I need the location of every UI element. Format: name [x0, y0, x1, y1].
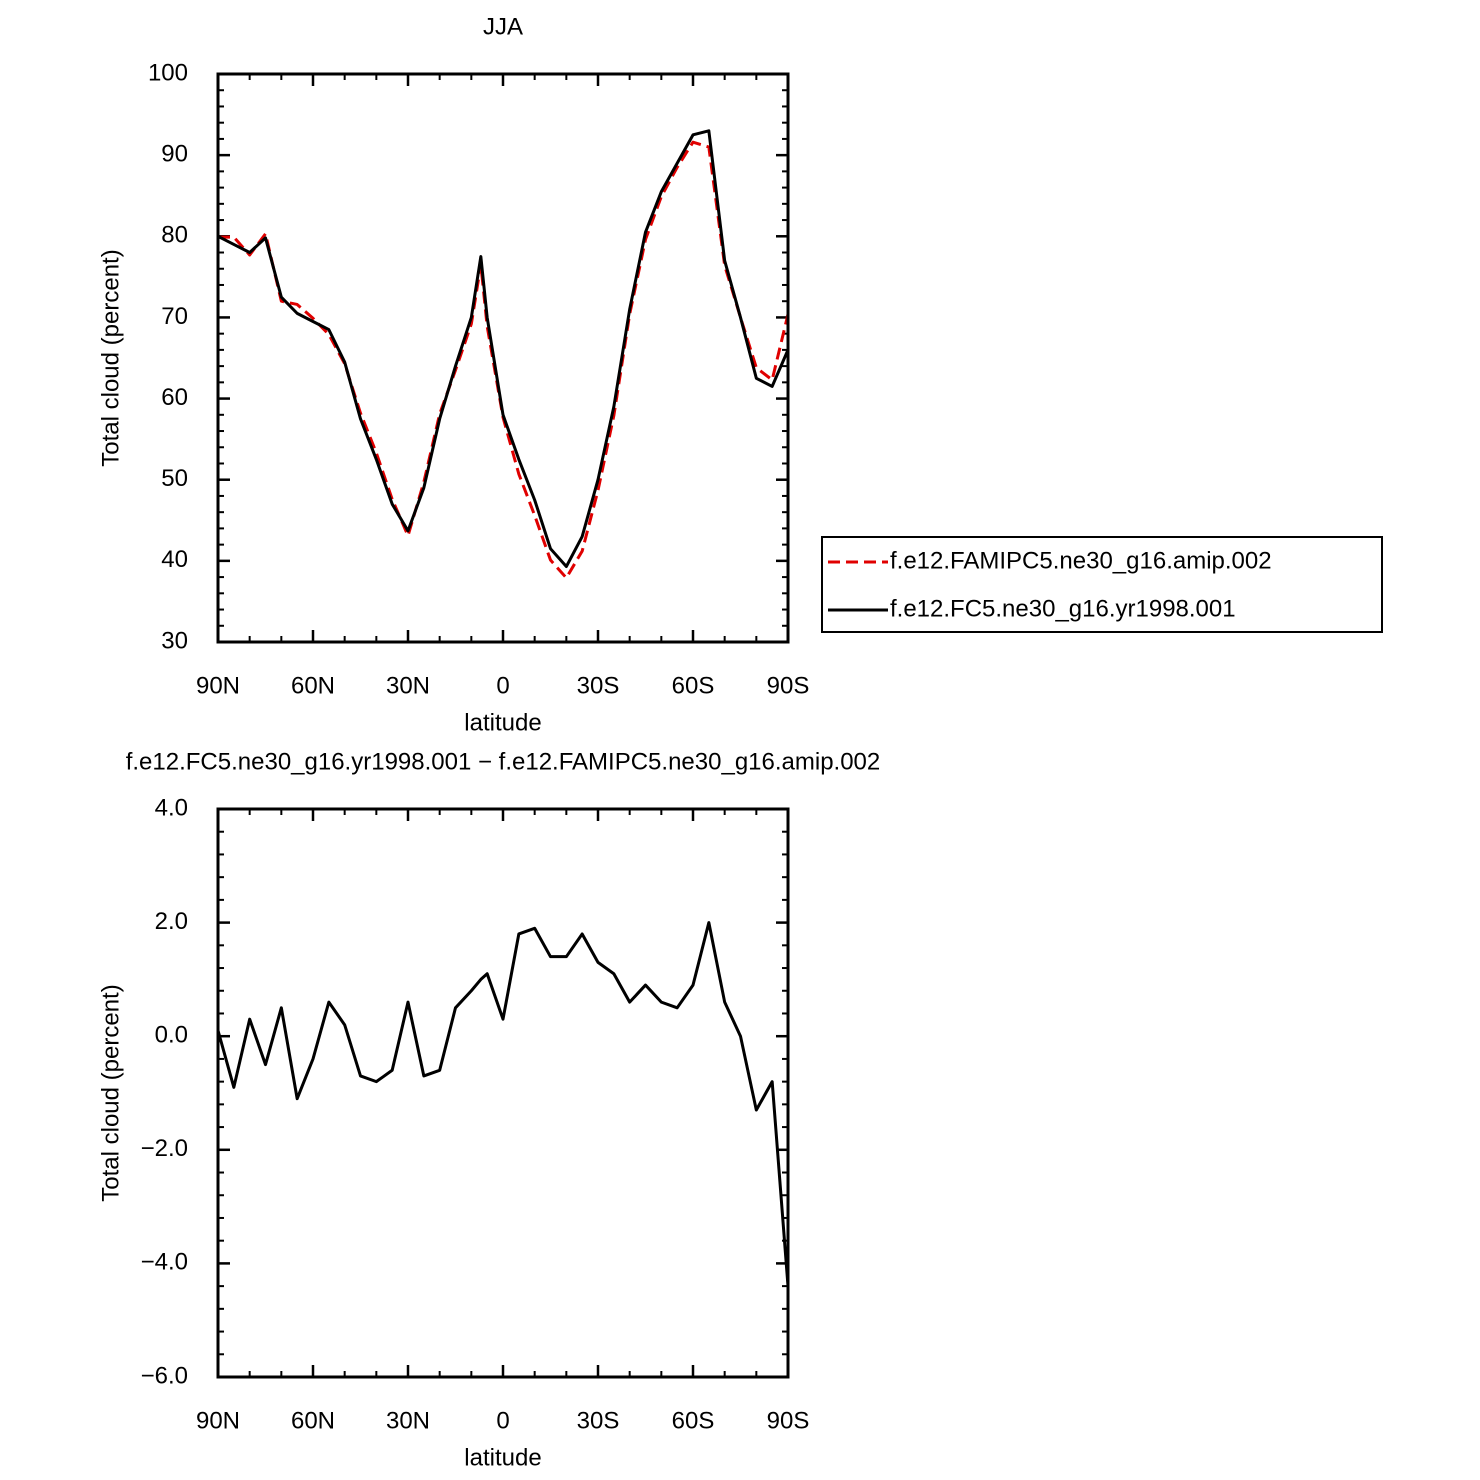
- y-tick-label: 4.0: [155, 794, 188, 821]
- x-tick-label: 90S: [767, 1407, 810, 1434]
- chart-title: JJA: [483, 13, 523, 40]
- y-axis-label: Total cloud (percent): [97, 984, 124, 1201]
- plot-frame: [216, 72, 790, 644]
- x-tick-label: 30S: [577, 1407, 620, 1434]
- y-tick-label: 40: [161, 546, 188, 573]
- x-tick-label: 30N: [386, 1407, 430, 1434]
- chart-title: f.e12.FC5.ne30_g16.yr1998.001 − f.e12.FA…: [126, 748, 881, 775]
- x-tick-label: 0: [496, 1407, 509, 1434]
- plot-frame: [216, 807, 790, 1379]
- x-tick-label: 0: [496, 672, 509, 699]
- y-tick-label: 30: [161, 627, 188, 654]
- x-tick-label: 90N: [196, 1407, 240, 1434]
- y-tick-label: 60: [161, 384, 188, 411]
- x-axis-label: latitude: [464, 1444, 541, 1471]
- x-tick-label: 60S: [672, 1407, 715, 1434]
- x-tick-label: 90N: [196, 672, 240, 699]
- legend-label: f.e12.FAMIPC5.ne30_g16.amip.002: [890, 547, 1272, 574]
- y-tick-label: −2.0: [141, 1135, 188, 1162]
- data-line: [217, 129, 790, 569]
- data-line: [218, 140, 790, 580]
- y-tick-label: 0.0: [155, 1022, 188, 1049]
- x-axis-label: latitude: [464, 709, 541, 736]
- y-tick-label: 50: [161, 465, 188, 492]
- y-tick-label: −4.0: [141, 1249, 188, 1276]
- y-tick-label: 80: [161, 222, 188, 249]
- y-tick-label: 90: [161, 140, 188, 167]
- data-line: [216, 921, 790, 1287]
- x-tick-label: 60S: [672, 672, 715, 699]
- y-axis-label: Total cloud (percent): [97, 249, 124, 466]
- legend-label: f.e12.FC5.ne30_g16.yr1998.001: [890, 595, 1236, 622]
- y-tick-label: 100: [148, 59, 188, 86]
- y-tick-label: 2.0: [155, 908, 188, 935]
- x-tick-label: 60N: [291, 1407, 335, 1434]
- y-tick-label: −6.0: [141, 1362, 188, 1389]
- x-tick-label: 60N: [291, 672, 335, 699]
- x-tick-label: 30S: [577, 672, 620, 699]
- y-tick-label: 70: [161, 303, 188, 330]
- x-tick-label: 90S: [767, 672, 810, 699]
- x-tick-label: 30N: [386, 672, 430, 699]
- legend-box: [821, 536, 1383, 633]
